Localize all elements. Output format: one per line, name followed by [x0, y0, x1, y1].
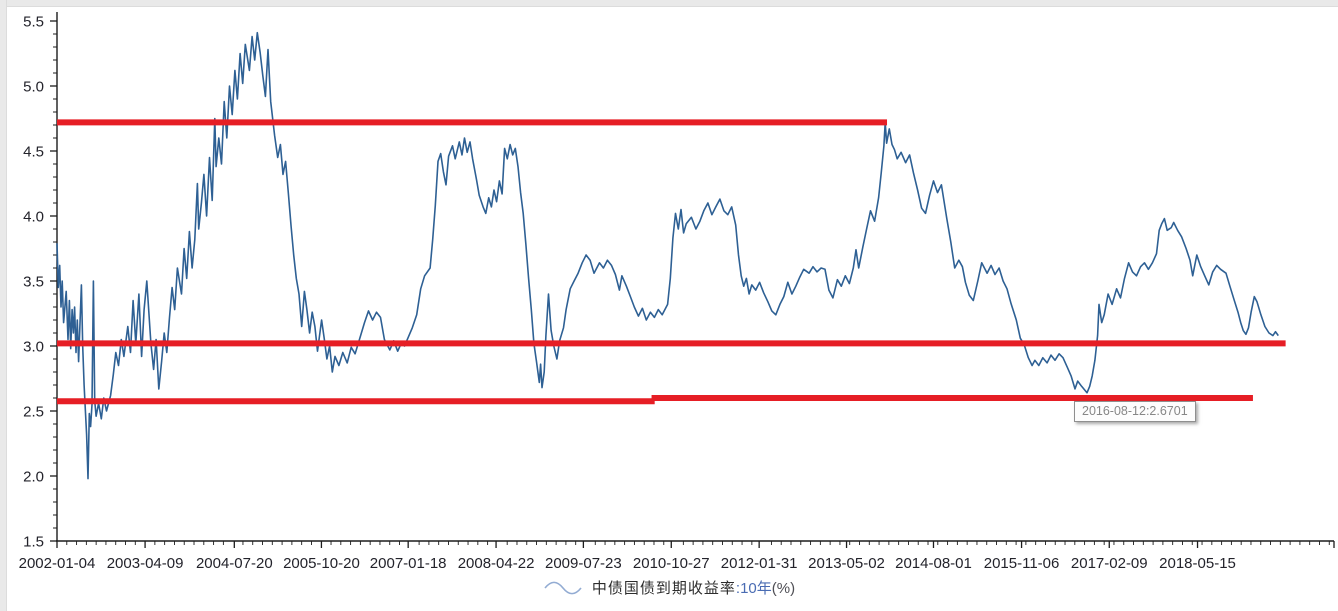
y-axis-ticks: 5.5 5.0 4.5 4.0 3.5 3.0 2.5 2.0 1.5: [23, 14, 57, 551]
svg-text:2008-04-22: 2008-04-22: [458, 555, 535, 572]
svg-text:2002-01-04: 2002-01-04: [19, 555, 96, 572]
svg-text:2018-05-15: 2018-05-15: [1159, 555, 1236, 572]
window-edge-left: [0, 0, 7, 611]
data-tooltip: 2016-08-12:2.6701: [1074, 401, 1196, 422]
svg-text:4.0: 4.0: [23, 209, 44, 226]
legend-series-unit: (%): [771, 580, 796, 597]
svg-text:4.5: 4.5: [23, 144, 44, 161]
svg-text:2007-01-18: 2007-01-18: [370, 555, 447, 572]
svg-text:2005-10-20: 2005-10-20: [283, 555, 360, 572]
svg-text:3.5: 3.5: [23, 274, 44, 291]
legend-series-label: 中债国债到期收益率:10年(%): [592, 577, 795, 598]
x-axis-ticks: 2002-01-04 2003-04-09 2004-07-20 2005-10-20…: [19, 541, 1335, 572]
svg-text:2017-02-09: 2017-02-09: [1071, 555, 1148, 572]
svg-text:2012-01-31: 2012-01-31: [721, 555, 798, 572]
svg-text:2003-04-09: 2003-04-09: [107, 555, 184, 572]
svg-text:2014-08-01: 2014-08-01: [895, 555, 972, 572]
yield-line-series[interactable]: [56, 31, 1279, 480]
legend[interactable]: 中债国债到期收益率:10年(%): [0, 577, 1338, 598]
window-edge-top: [0, 0, 1338, 7]
svg-text:2.0: 2.0: [23, 469, 44, 486]
svg-text:3.0: 3.0: [23, 339, 44, 356]
svg-text:2.5: 2.5: [23, 404, 44, 421]
legend-series-term: :10年: [735, 580, 772, 597]
svg-text:2015-11-06: 2015-11-06: [984, 555, 1060, 572]
svg-text:2013-05-02: 2013-05-02: [808, 555, 885, 572]
svg-text:1.5: 1.5: [23, 534, 44, 551]
svg-text:5.0: 5.0: [23, 79, 44, 96]
svg-text:5.5: 5.5: [23, 14, 44, 31]
line-series-icon: [544, 581, 582, 594]
svg-text:2010-10-27: 2010-10-27: [633, 555, 710, 572]
legend-series-name: 中债国债到期收益率: [591, 580, 736, 597]
svg-text:2004-07-20: 2004-07-20: [196, 555, 273, 572]
svg-text:2009-07-23: 2009-07-23: [545, 555, 622, 572]
tooltip-text: 2016-08-12:2.6701: [1082, 404, 1188, 418]
